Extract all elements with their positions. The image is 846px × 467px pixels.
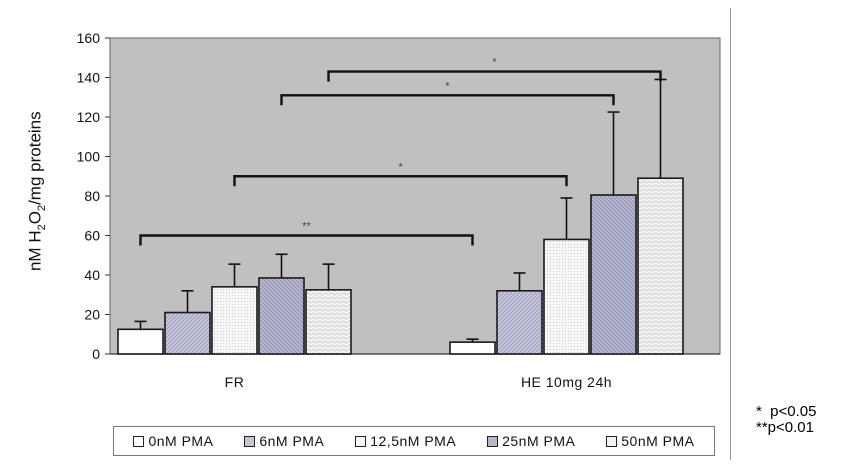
significance-bracket [280, 94, 615, 106]
significance-label: * [398, 161, 403, 173]
bars-layer [117, 78, 684, 355]
significance-bracket [139, 234, 474, 246]
significance-notes: * p<0.05 **p<0.01 [756, 404, 816, 436]
legend-label: 0nM PMA [148, 433, 214, 449]
y-tick-label: 40 [84, 267, 100, 283]
y-tick-label: 160 [77, 30, 101, 46]
legend-label: 50nM PMA [621, 433, 695, 449]
y-tick-label: 100 [77, 149, 101, 165]
legend-swatch [133, 435, 145, 447]
y-tick-label: 80 [84, 188, 100, 204]
legend-item: 25nM PMA [487, 433, 575, 449]
legend-item: 6nM PMA [244, 433, 324, 449]
bar [637, 177, 684, 355]
legend-item: 50nM PMA [606, 433, 694, 449]
bar [164, 311, 211, 355]
bar [258, 277, 305, 355]
significance-label: * [492, 57, 497, 69]
bar [211, 286, 258, 355]
bar [543, 238, 590, 355]
significance-note-2: **p<0.01 [756, 419, 814, 436]
legend-label: 25nM PMA [502, 433, 576, 449]
legend-item: 0nM PMA [133, 433, 213, 449]
bar [496, 289, 543, 355]
y-tick-label: 120 [77, 109, 101, 125]
y-tick-label: 140 [77, 70, 101, 86]
legend: 0nM PMA 6nM PMA 12,5nM PMA 25nM PMA 50nM PMA [113, 426, 715, 456]
significance-note-1: * p<0.05 [756, 403, 817, 420]
bar [117, 328, 164, 355]
y-tick-label: 60 [84, 228, 100, 244]
y-axis-label: nM H2O2/mg proteins [25, 111, 49, 271]
legend-swatch [606, 435, 618, 447]
x-category-label: HE 10mg 24h [521, 374, 612, 390]
x-category-label: FR [225, 374, 245, 390]
legend-swatch [487, 435, 499, 447]
brackets-layer: ***** [139, 57, 662, 246]
legend-swatch [244, 435, 256, 447]
bar [305, 289, 352, 355]
significance-label: * [445, 80, 450, 92]
legend-label: 6nM PMA [259, 433, 325, 449]
bar [590, 194, 637, 355]
legend-label: 12,5nM PMA [370, 433, 457, 449]
chart-frame [20, 8, 731, 460]
y-tick-label: 20 [84, 307, 100, 323]
bar [449, 341, 496, 355]
significance-bracket [327, 70, 662, 82]
significance-bracket [233, 175, 568, 187]
legend-swatch [355, 435, 367, 447]
legend-item: 12,5nM PMA [355, 433, 456, 449]
y-tick-label: 0 [92, 346, 100, 362]
significance-label: ** [302, 221, 311, 233]
